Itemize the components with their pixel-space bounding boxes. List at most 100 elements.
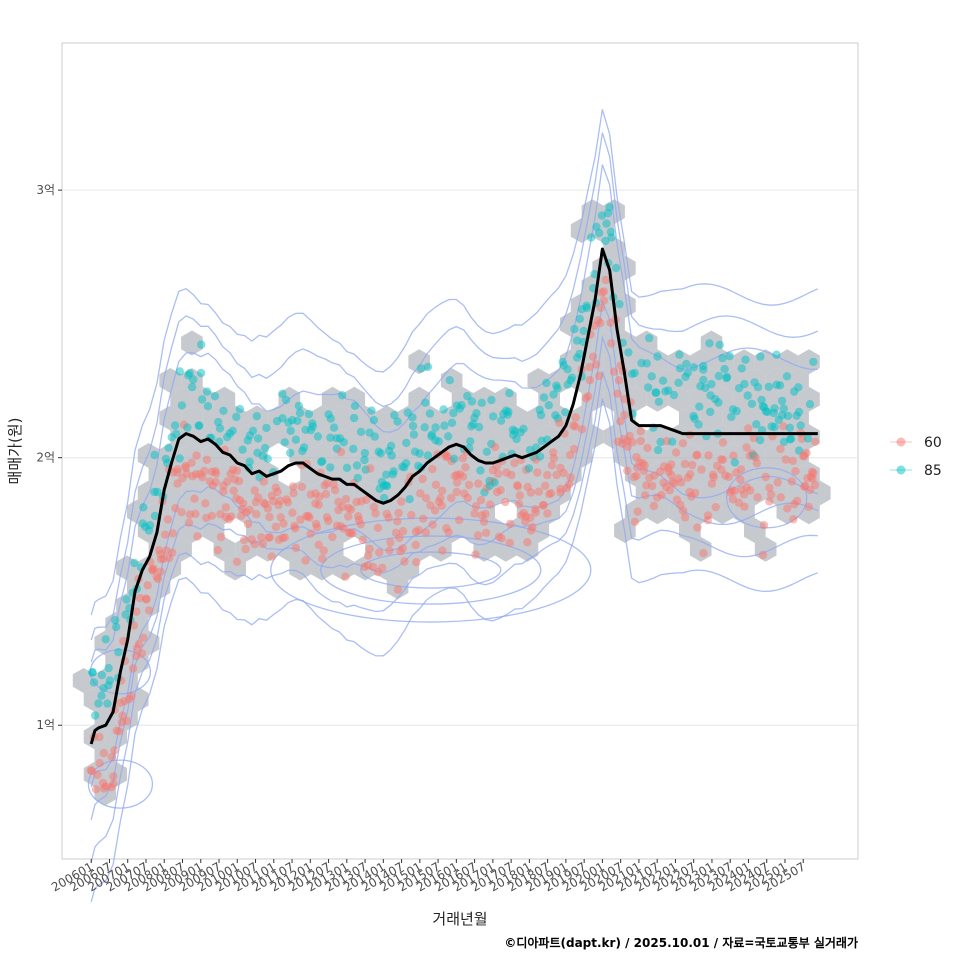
point-606 (585, 375, 595, 385)
point-203 (252, 412, 261, 421)
point-604 (582, 303, 592, 313)
y-tick-label-2: 3억 (36, 183, 55, 197)
point-559 (544, 401, 553, 410)
point-364 (386, 538, 395, 547)
point-848 (783, 504, 792, 513)
point-717 (675, 350, 684, 359)
point-372 (393, 517, 402, 526)
point-347 (371, 509, 380, 518)
point-839 (775, 381, 785, 390)
point-650 (620, 410, 629, 420)
point-536 (526, 488, 536, 497)
y-tick-label-1: 2억 (36, 451, 55, 465)
point-328 (356, 427, 366, 436)
point-471 (473, 531, 483, 540)
point-214 (262, 423, 271, 433)
point-882 (810, 480, 820, 490)
point-785 (730, 458, 739, 467)
point-271 (308, 422, 317, 431)
point-449 (455, 515, 464, 525)
point-671 (636, 436, 645, 446)
point-210 (259, 477, 268, 486)
point-628 (602, 219, 611, 228)
point-313 (344, 512, 353, 521)
point-630 (605, 203, 614, 212)
point-451 (457, 401, 466, 410)
point-190 (243, 519, 253, 529)
contour-line-1 (90, 371, 818, 863)
point-513 (507, 470, 516, 480)
point-208 (258, 539, 267, 549)
point-362 (384, 513, 393, 522)
point-549 (536, 410, 546, 420)
point-747 (699, 365, 708, 374)
point-186 (239, 499, 248, 508)
point-746 (699, 549, 708, 558)
point-795 (740, 379, 749, 389)
point-714 (674, 378, 683, 387)
point-679 (643, 443, 652, 453)
point-155 (214, 417, 223, 427)
point-716 (675, 364, 685, 373)
point-374 (393, 585, 403, 594)
point-44 (122, 595, 131, 604)
point-609 (587, 233, 596, 242)
point-726 (683, 368, 692, 378)
point-131 (193, 532, 202, 541)
point-401 (416, 489, 425, 498)
point-752 (705, 339, 714, 348)
point-737 (690, 488, 700, 498)
hex-bin-110 (332, 555, 355, 581)
x-axis-title: 거래년월 (432, 910, 487, 928)
point-236 (280, 438, 289, 447)
legend: 60 85 (890, 435, 942, 479)
point-365 (385, 546, 394, 555)
point-332 (360, 455, 369, 465)
point-576 (559, 468, 568, 478)
point-286 (321, 490, 331, 499)
point-68 (143, 581, 152, 590)
point-688 (651, 388, 661, 397)
point-704 (665, 486, 674, 495)
point-297 (329, 423, 339, 432)
point-586 (567, 373, 577, 382)
point-815 (756, 352, 765, 361)
point-591 (571, 413, 580, 422)
point-25 (107, 752, 116, 762)
point-72 (145, 521, 155, 530)
point-801 (743, 391, 752, 400)
point-509 (504, 407, 513, 416)
point-833 (770, 404, 779, 413)
point-521 (514, 499, 524, 509)
point-578 (561, 407, 570, 417)
hex-bin-261 (689, 461, 712, 487)
point-34 (114, 648, 123, 657)
point-167 (223, 477, 232, 486)
point-206 (257, 533, 266, 542)
point-133 (195, 421, 204, 430)
point-520 (513, 482, 523, 491)
point-335 (360, 448, 370, 458)
point-215 (263, 454, 272, 463)
point-620 (596, 303, 605, 313)
point-811 (752, 420, 761, 429)
point-352 (376, 449, 385, 458)
point-127 (191, 509, 200, 518)
point-641 (613, 389, 622, 398)
point-556 (543, 509, 552, 518)
hex-bin-44 (170, 386, 192, 412)
hex-bin-52 (181, 330, 203, 356)
point-810 (752, 459, 762, 468)
point-235 (279, 519, 288, 528)
point-593 (572, 336, 582, 345)
point-588 (570, 324, 579, 334)
point-161 (219, 406, 228, 415)
point-18 (101, 635, 110, 644)
point-289 (324, 516, 333, 526)
point-243 (286, 448, 295, 458)
point-249 (290, 521, 299, 531)
point-480 (481, 528, 491, 537)
point-367 (387, 451, 396, 460)
point-764 (714, 398, 723, 407)
point-573 (556, 484, 565, 494)
